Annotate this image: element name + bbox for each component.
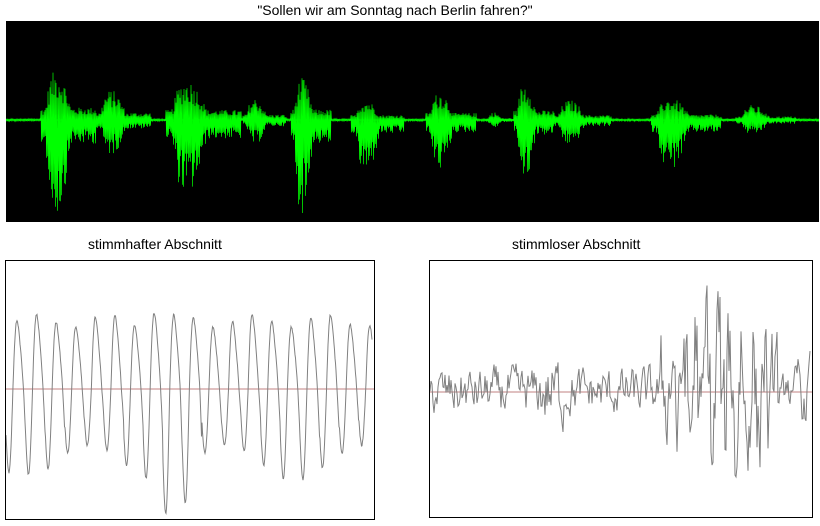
voiced-segment-title: stimmhafter Abschnitt [88, 236, 222, 252]
voiced-segment-waveform [5, 260, 375, 520]
overview-waveform-trace [6, 72, 819, 214]
sentence-title: "Sollen wir am Sonntag nach Berlin fahre… [257, 2, 533, 18]
unvoiced-waveform-trace [430, 285, 811, 479]
unvoiced-segment-waveform [429, 260, 813, 518]
full-utterance-waveform-plot [6, 72, 819, 214]
voiced-waveform-trace [6, 312, 373, 516]
voiced-segment-plot [6, 312, 374, 516]
full-utterance-waveform [6, 21, 819, 222]
unvoiced-segment-plot [430, 285, 812, 479]
unvoiced-segment-title: stimmloser Abschnitt [512, 236, 641, 252]
